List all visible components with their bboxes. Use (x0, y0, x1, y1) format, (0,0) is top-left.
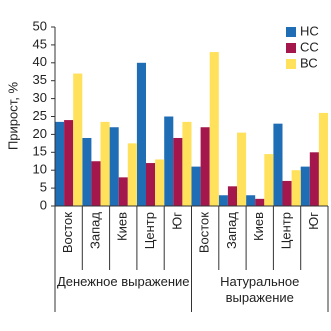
bar (237, 132, 247, 206)
bar (191, 166, 201, 206)
group-label: Денежное выражение (56, 274, 190, 289)
y-tick-label: 25 (33, 108, 47, 123)
x-tick-label: Центр (278, 212, 293, 249)
y-tick-label: 15 (33, 144, 47, 159)
x-tick-label: Юг (169, 212, 184, 230)
x-tick-label: Юг (306, 212, 321, 230)
bar (55, 121, 65, 206)
bar (100, 121, 110, 206)
x-tick-label: Центр (142, 212, 157, 249)
bar (300, 166, 310, 206)
y-tick-label: 0 (40, 197, 47, 212)
bar (264, 154, 274, 206)
bar (118, 177, 128, 206)
bar (146, 163, 156, 206)
legend-label: НС (300, 23, 319, 38)
y-tick-label: 40 (33, 54, 47, 69)
group-label: Натуральное выражение (220, 274, 300, 305)
bar (218, 195, 228, 206)
bar (182, 121, 192, 206)
bar (282, 180, 292, 206)
legend-label: СС (300, 39, 319, 54)
bar (200, 127, 210, 206)
bar (82, 137, 92, 206)
bar (209, 52, 219, 207)
bar (255, 198, 265, 206)
bar (91, 161, 101, 206)
y-tick-label: 35 (33, 72, 47, 87)
bar (318, 112, 328, 206)
bar (64, 120, 74, 206)
y-tick-label: 50 (33, 18, 47, 33)
y-tick-label: 20 (33, 126, 47, 141)
bar (309, 152, 319, 206)
x-tick-label: Запад (87, 212, 102, 249)
legend-label: ВС (300, 55, 318, 70)
y-tick-label: 10 (33, 162, 47, 177)
bar (291, 170, 301, 206)
bar (127, 143, 137, 206)
legend-swatch (286, 59, 296, 69)
x-tick-label: Восток (60, 212, 75, 253)
x-tick-label: Киев (251, 212, 266, 241)
y-tick-label: 5 (40, 180, 47, 195)
y-axis-label: Прирост, % (5, 82, 20, 151)
bar (173, 137, 183, 206)
x-tick-label: Запад (224, 212, 239, 249)
bar (246, 195, 256, 206)
legend-swatch (286, 27, 296, 37)
bar (136, 62, 146, 206)
y-tick-label: 30 (33, 90, 47, 105)
legend-swatch (286, 43, 296, 53)
bar (109, 127, 119, 206)
x-tick-label: Киев (115, 212, 130, 241)
x-tick-label: Восток (197, 212, 212, 253)
bar (155, 159, 165, 206)
y-tick-label: 45 (33, 36, 47, 51)
bar (164, 116, 174, 206)
bar (227, 186, 237, 206)
bar (273, 123, 283, 206)
bar (73, 73, 83, 206)
